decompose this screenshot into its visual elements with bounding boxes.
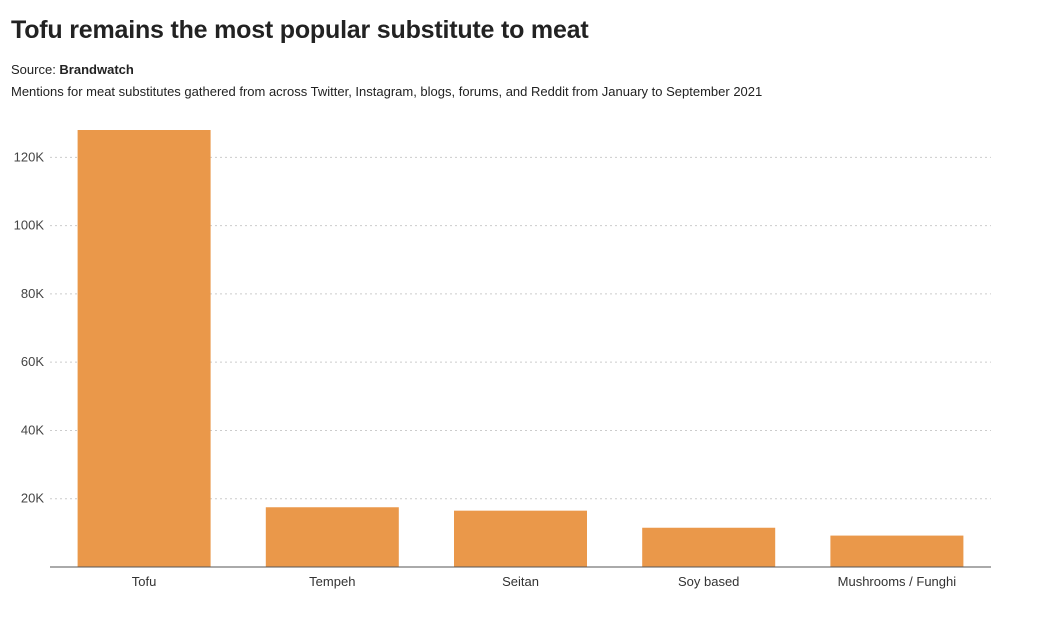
x-category-label: Soy based [678,574,739,589]
bars [77,130,964,567]
chart-title: Tofu remains the most popular substitute… [11,16,589,44]
chart-subtitle: Mentions for meat substitutes gathered f… [11,84,763,99]
chart-source: Source: Brandwatch [11,62,134,77]
x-category-label: Mushrooms / Funghi [838,574,957,589]
x-category-label: Tofu [132,574,157,589]
bar-tempeh[interactable] [265,507,399,567]
y-tick-label: 80K [21,286,44,301]
y-tick-label: 40K [21,422,44,437]
bar-mushrooms-funghi[interactable] [830,535,964,567]
y-tick-label: 20K [21,491,44,506]
x-category-label: Seitan [502,574,539,589]
y-axis-ticks: 20K 40K 60K 80K 100K 120K [14,149,45,505]
x-category-label: Tempeh [309,574,355,589]
x-axis-labels: Tofu Tempeh Seitan Soy based Mushrooms / Fun… [132,574,956,589]
y-tick-label: 100K [14,218,45,233]
bar-seitan[interactable] [454,510,587,567]
bar-tofu[interactable] [77,130,211,567]
bar-soy-based[interactable] [642,527,776,567]
y-tick-label: 60K [21,354,44,369]
source-prefix: Source: [11,62,60,77]
source-name[interactable]: Brandwatch [59,62,134,77]
y-tick-label: 120K [14,149,45,164]
